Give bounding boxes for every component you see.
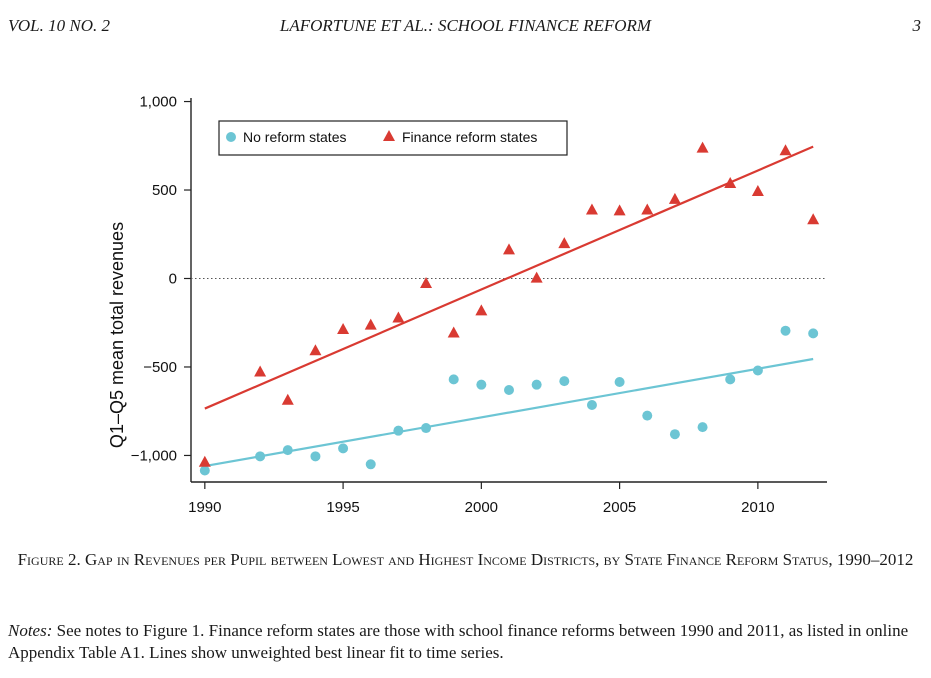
reform-point	[585, 203, 598, 215]
legend-marker-reform	[383, 130, 395, 141]
y-tick-label: −1,000	[131, 447, 177, 464]
journal-volume: VOL. 10 NO. 2	[8, 16, 110, 35]
reform-point	[198, 455, 211, 467]
no-reform-point	[199, 465, 210, 476]
reform-point	[751, 184, 764, 196]
legend-label-reform: Finance reform states	[402, 129, 537, 145]
legend: No reform states Finance reform states	[218, 120, 568, 156]
x-tick-label: 1990	[188, 499, 221, 516]
no-reform-point	[808, 328, 819, 339]
reform-point	[392, 311, 405, 323]
no-reform-point	[586, 400, 597, 411]
fit-line	[204, 145, 814, 410]
no-reform-point	[338, 443, 349, 454]
notes-text: See notes to Figure 1. Finance reform st…	[8, 621, 909, 662]
legend-marker-no-reform	[226, 132, 236, 142]
no-reform-point	[365, 459, 376, 470]
reform-point	[558, 237, 571, 249]
reform-point	[254, 365, 267, 377]
x-tick-label: 2005	[603, 499, 636, 516]
no-reform-point	[531, 379, 542, 390]
y-axis-title: Q1–Q5 mean total revenues	[107, 222, 127, 448]
article-running-title: LAFORTUNE ET AL.: SCHOOL FINANCE REFORM	[279, 16, 652, 35]
reform-point	[668, 192, 681, 204]
running-header: VOL. 10 NO. 2 LAFORTUNE ET AL.: SCHOOL F…	[0, 16, 931, 40]
reform-point	[364, 318, 377, 330]
no-reform-point	[669, 429, 680, 440]
scatter-chart: Q1–Q5 mean total revenues 1,000 500 0 −500 −…	[107, 94, 827, 516]
no-reform-point	[448, 374, 459, 385]
reform-point	[309, 344, 322, 356]
no-reform-point	[725, 374, 736, 385]
figure-caption: Figure 2. Gap in Revenues per Pupil betw…	[17, 550, 914, 569]
no-reform-point	[752, 365, 763, 376]
y-tick-label: 1,000	[139, 94, 177, 111]
no-reform-point	[476, 379, 487, 390]
no-reform-point	[780, 325, 791, 336]
no-reform-point	[504, 384, 514, 395]
no-reform-point	[255, 451, 266, 462]
y-tick-label: 500	[152, 182, 177, 199]
reform-point	[503, 243, 515, 255]
y-tick-label: 0	[169, 270, 177, 287]
reform-point	[337, 322, 350, 334]
no-reform-point	[559, 376, 570, 387]
reform-point	[641, 203, 654, 215]
reform-point	[724, 177, 737, 189]
y-tick-label: −500	[143, 359, 177, 376]
reform-point	[281, 393, 294, 405]
notes-label: Notes:	[8, 621, 53, 640]
reform-point	[779, 144, 792, 156]
fit-lines	[204, 145, 814, 468]
page-number: 3	[912, 16, 922, 35]
reform-point	[475, 304, 488, 316]
legend-label-no-reform: No reform states	[243, 129, 346, 145]
reform-point	[447, 326, 460, 338]
fit-line	[204, 357, 814, 468]
axes: 1,000 500 0 −500 −1,000 1990 1995 2000 2005 2010	[131, 94, 827, 516]
no-reform-point	[642, 410, 653, 421]
data-points	[198, 141, 820, 476]
no-reform-point	[393, 425, 404, 436]
x-tick-label: 1995	[326, 499, 359, 516]
reform-point	[530, 271, 543, 283]
reform-point	[613, 204, 626, 216]
no-reform-point	[282, 445, 293, 456]
no-reform-point	[614, 377, 625, 388]
reform-point	[420, 276, 433, 288]
no-reform-point	[310, 451, 321, 462]
no-reform-point	[697, 422, 708, 433]
reform-point	[696, 141, 709, 153]
reform-point	[807, 213, 820, 225]
figure-notes: Notes: See notes to Figure 1. Finance re…	[8, 620, 923, 664]
x-tick-label: 2010	[741, 499, 774, 516]
x-tick-label: 2000	[465, 499, 498, 516]
no-reform-point	[421, 423, 432, 434]
